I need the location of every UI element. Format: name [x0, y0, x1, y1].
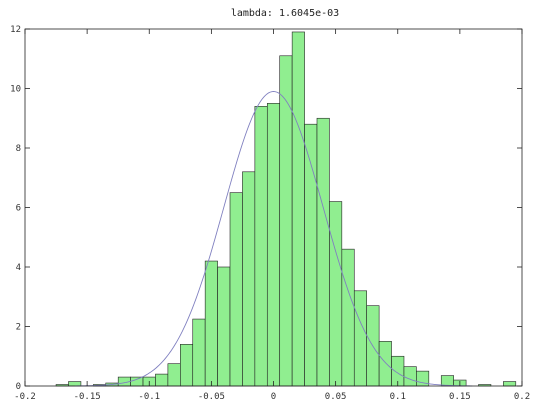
x-tick-label: 0.1	[390, 392, 406, 402]
histogram-bar	[229, 192, 243, 387]
histogram-bar	[155, 373, 169, 387]
histogram-bar	[341, 248, 355, 387]
histogram-bar	[217, 266, 231, 387]
histogram-bar	[279, 55, 293, 387]
histogram-bar	[329, 201, 343, 387]
x-tick-label: 0	[271, 392, 276, 402]
histogram-bar	[378, 341, 392, 387]
histogram-bar	[254, 106, 268, 387]
x-tick-label: 0.2	[514, 392, 530, 402]
histogram-bar	[503, 381, 517, 387]
chart-title: lambda: 1.6045e-03	[231, 8, 339, 19]
histogram-bar	[130, 376, 144, 387]
histogram-bar	[242, 171, 256, 387]
histogram-bar	[204, 260, 218, 387]
histogram-bar	[403, 366, 417, 387]
x-tick-label: 0.15	[449, 392, 471, 402]
y-tick-label: 10	[10, 85, 21, 95]
x-tick-label: -0.1	[138, 392, 160, 402]
histogram-bar	[316, 117, 330, 387]
x-tick-label: -0.05	[198, 392, 225, 402]
y-tick-label: 0	[16, 382, 21, 392]
histogram-bar	[192, 318, 206, 387]
histogram-bar	[440, 375, 454, 387]
histogram-bar	[291, 31, 305, 387]
y-tick-label: 8	[16, 144, 21, 154]
axes-layer: -0.2 -0.15 -0.1 -0.05 0 0.05 0.1 0.15 0.2 0 2 4 6 8 10…	[10, 25, 530, 402]
curve-layer	[74, 91, 473, 387]
bars-layer	[55, 31, 517, 387]
fit-curve	[74, 91, 473, 387]
histogram-bar	[68, 381, 82, 387]
histogram-bar	[180, 344, 194, 387]
x-tick-label: 0.05	[325, 392, 347, 402]
histogram-bar	[266, 103, 281, 387]
histogram-bar	[353, 290, 367, 387]
y-tick-label: 4	[16, 263, 21, 273]
y-tick-label: 12	[10, 25, 21, 35]
x-tick-label: -0.2	[14, 392, 36, 402]
histogram-bar	[167, 363, 181, 387]
x-tick-label: -0.15	[74, 392, 101, 402]
y-tick-label: 6	[16, 204, 21, 214]
y-tick-label: 2	[16, 323, 21, 333]
